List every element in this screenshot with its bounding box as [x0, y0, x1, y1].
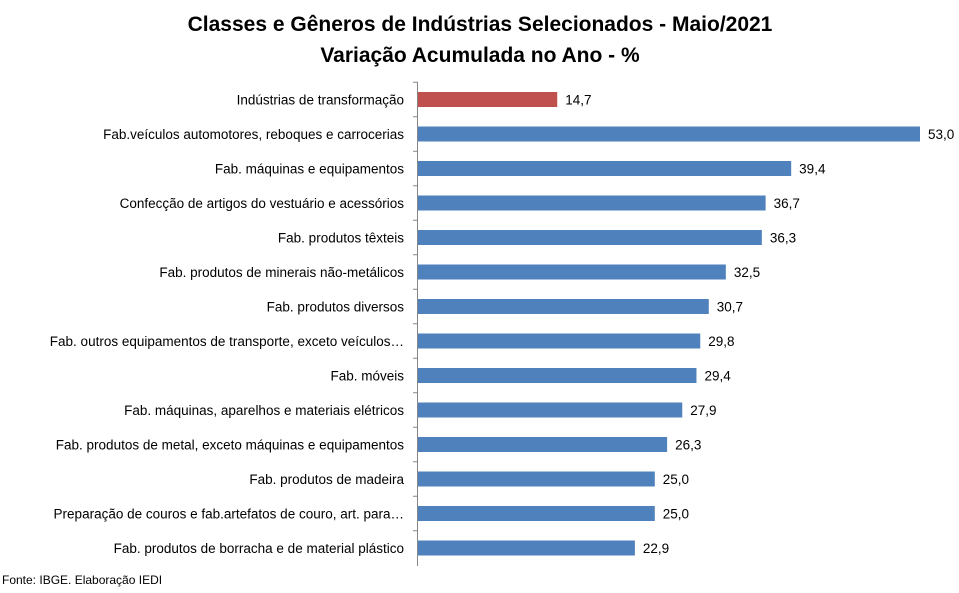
category-label: Fab. máquinas, aparelhos e materiais elé… [124, 403, 404, 418]
data-label: 36,3 [770, 231, 796, 246]
category-label: Fab. produtos de borracha e de material … [114, 541, 404, 556]
bar [418, 126, 920, 142]
category-label: Fab. outros equipamentos de transporte, … [50, 334, 404, 349]
data-label: 25,0 [663, 472, 689, 487]
data-label: 26,3 [675, 438, 701, 453]
category-label: Fab.veículos automotores, reboques e car… [103, 127, 404, 142]
data-label: 29,8 [708, 334, 734, 349]
bar [418, 437, 668, 452]
category-label: Fab. produtos de minerais não-metálicos [159, 265, 404, 280]
category-label: Fab. máquinas e equipamentos [215, 162, 404, 177]
category-label: Fab. produtos diversos [267, 300, 405, 315]
bar [418, 161, 792, 176]
category-label: Fab. móveis [330, 369, 404, 384]
data-label: 53,0 [928, 127, 954, 142]
data-label: 22,9 [643, 541, 669, 556]
chart-title: Classes e Gêneros de Indústrias Selecion… [188, 13, 773, 36]
category-label: Fab. produtos de metal, exceto máquinas … [56, 438, 404, 453]
category-label: Confecção de artigos do vestuário e aces… [120, 196, 405, 211]
bar [418, 368, 697, 383]
data-label: 25,0 [663, 507, 689, 522]
chart-subtitle: Variação Acumulada no Ano - % [320, 44, 640, 67]
bar [418, 195, 766, 211]
bar [418, 506, 655, 521]
category-label: Fab. produtos de madeira [249, 472, 404, 487]
data-label: 32,5 [734, 265, 760, 280]
data-label: 39,4 [799, 162, 826, 177]
data-label: 14,7 [565, 93, 591, 108]
bar [418, 402, 683, 418]
category-label: Indústrias de transformação [237, 93, 404, 108]
data-label: 36,7 [774, 196, 800, 211]
data-label: 29,4 [704, 369, 731, 384]
bar [418, 471, 655, 487]
data-label: 27,9 [690, 403, 716, 418]
bar [418, 230, 762, 245]
bar [418, 540, 635, 556]
bar [418, 264, 726, 280]
data-label: 30,7 [717, 300, 743, 315]
category-label: Preparação de couros e fab.artefatos de … [54, 507, 404, 522]
bar [418, 333, 701, 349]
bar [418, 92, 558, 107]
bar-chart: Classes e Gêneros de Indústrias Selecion… [50, 13, 954, 566]
category-label: Fab. produtos têxteis [278, 231, 404, 246]
source-note: Fonte: IBGE. Elaboração IEDI [2, 573, 163, 587]
bar [418, 299, 709, 314]
